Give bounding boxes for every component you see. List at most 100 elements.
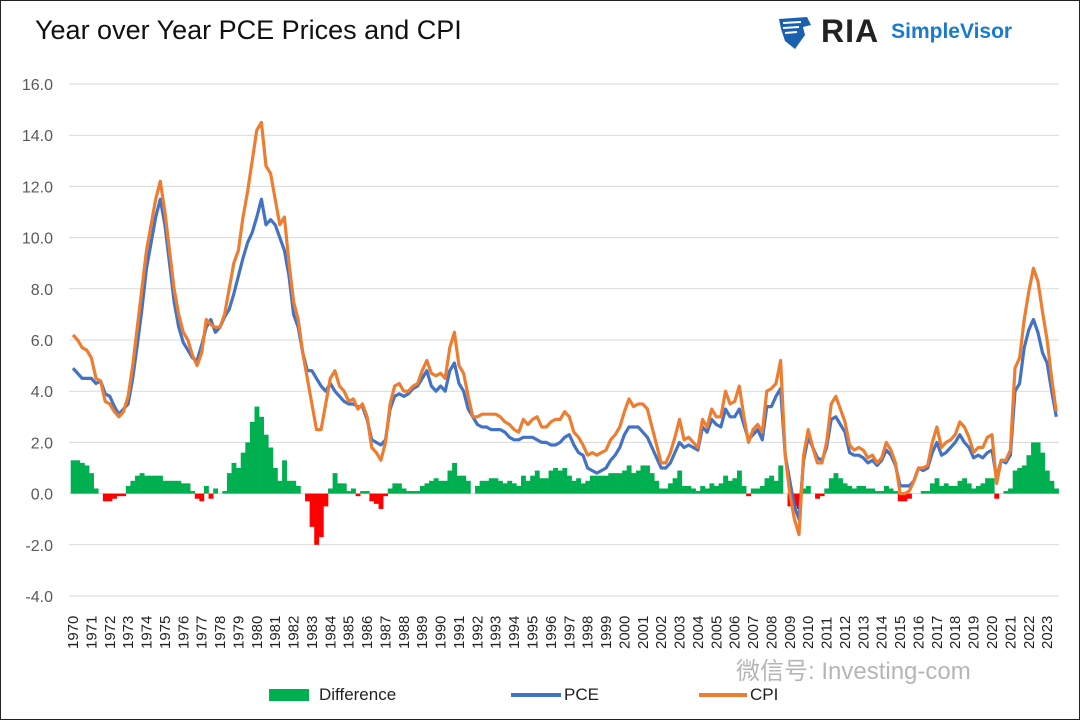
x-tick-label: 1973 bbox=[120, 616, 137, 649]
difference-bar bbox=[966, 483, 972, 494]
difference-bar bbox=[649, 473, 655, 494]
difference-bar bbox=[180, 483, 186, 494]
difference-bar bbox=[879, 491, 885, 494]
difference-bar bbox=[208, 493, 214, 499]
difference-bar bbox=[980, 483, 986, 494]
difference-bar bbox=[658, 488, 664, 494]
difference-bar bbox=[378, 493, 384, 509]
watermark: 微信号: Investing-com bbox=[736, 658, 971, 685]
difference-bar bbox=[79, 462, 85, 494]
difference-bar bbox=[861, 485, 866, 494]
difference-bar bbox=[847, 485, 853, 494]
difference-bar bbox=[277, 480, 283, 494]
difference-bar bbox=[498, 480, 503, 494]
difference-bar bbox=[236, 468, 242, 494]
difference-bar bbox=[755, 488, 761, 494]
difference-bar bbox=[1049, 480, 1055, 494]
difference-bar bbox=[709, 483, 715, 494]
difference-bar bbox=[888, 488, 894, 494]
difference-bar bbox=[718, 483, 724, 494]
difference-bar bbox=[291, 480, 297, 494]
difference-bar bbox=[691, 488, 696, 494]
difference-bar bbox=[190, 491, 196, 494]
difference-bar bbox=[465, 480, 471, 494]
difference-bar bbox=[920, 491, 926, 494]
difference-bar bbox=[828, 478, 834, 494]
difference-bar bbox=[906, 493, 912, 499]
difference-bar bbox=[429, 480, 435, 494]
x-tick-label: 1977 bbox=[194, 616, 211, 649]
difference-bar bbox=[139, 473, 145, 494]
difference-bar bbox=[346, 491, 352, 494]
difference-bar bbox=[589, 475, 595, 494]
x-tick-label: 2021 bbox=[1002, 616, 1019, 649]
difference-bar bbox=[1054, 488, 1059, 494]
x-tick-label: 1984 bbox=[322, 616, 339, 649]
y-tick-label: -4.0 bbox=[25, 589, 53, 606]
x-tick-label: 2008 bbox=[763, 616, 780, 649]
difference-bar bbox=[750, 488, 756, 494]
difference-bar bbox=[318, 493, 324, 538]
difference-bar bbox=[612, 473, 618, 494]
difference-bar bbox=[268, 447, 274, 494]
difference-bar bbox=[1012, 470, 1018, 494]
difference-bar bbox=[1031, 442, 1036, 494]
difference-bar bbox=[521, 475, 526, 494]
difference-bar bbox=[622, 470, 627, 494]
x-tick-label: 2013 bbox=[855, 616, 872, 649]
eagle-icon bbox=[779, 16, 811, 49]
x-tick-label: 2017 bbox=[929, 616, 946, 649]
difference-bar bbox=[957, 480, 963, 494]
logo-simplevisor: SimpleVisor bbox=[891, 19, 1013, 43]
difference-bar bbox=[245, 442, 251, 494]
difference-bar bbox=[838, 478, 843, 494]
y-tick-label: 4.0 bbox=[31, 384, 53, 401]
y-tick-label: 14.0 bbox=[22, 128, 53, 145]
x-tick-label: 2018 bbox=[947, 616, 964, 649]
difference-bar bbox=[585, 480, 591, 494]
difference-bar bbox=[387, 488, 393, 494]
difference-bar bbox=[75, 460, 81, 494]
y-tick-label: 16.0 bbox=[22, 77, 53, 94]
legend-difference: Difference bbox=[269, 685, 396, 705]
difference-bar bbox=[383, 493, 389, 497]
x-tick-label: 2004 bbox=[690, 616, 707, 649]
difference-bar bbox=[309, 493, 315, 527]
x-tick-label: 1970 bbox=[65, 616, 82, 649]
x-tick-label: 1991 bbox=[451, 616, 468, 649]
difference-bar bbox=[488, 478, 494, 494]
difference-bar bbox=[764, 478, 770, 494]
difference-bar bbox=[851, 488, 857, 494]
difference-bar bbox=[617, 473, 623, 494]
difference-bar bbox=[677, 470, 683, 494]
difference-bar bbox=[461, 475, 467, 494]
difference-bar bbox=[952, 485, 958, 494]
difference-bar bbox=[603, 475, 609, 494]
difference-bar bbox=[599, 475, 605, 494]
difference-bar bbox=[994, 493, 1000, 499]
difference-bar bbox=[314, 493, 320, 545]
x-tick-label: 2015 bbox=[892, 616, 909, 649]
difference-bar bbox=[723, 475, 729, 494]
y-tick-label: 8.0 bbox=[31, 282, 53, 299]
difference-bar bbox=[272, 468, 278, 494]
difference-bar bbox=[704, 488, 710, 494]
difference-bar bbox=[1044, 470, 1050, 494]
difference-bar bbox=[185, 483, 191, 494]
difference-bar bbox=[259, 416, 264, 494]
difference-bar bbox=[668, 483, 673, 494]
difference-bar bbox=[654, 480, 660, 494]
difference-bar bbox=[171, 480, 177, 494]
difference-bar bbox=[893, 491, 899, 494]
y-tick-label: 10.0 bbox=[22, 231, 53, 248]
difference-bar bbox=[525, 480, 531, 494]
x-tick-label: 1980 bbox=[249, 616, 266, 649]
x-tick-label: 2010 bbox=[800, 616, 817, 649]
difference-bar bbox=[884, 485, 889, 494]
x-tick-label: 2020 bbox=[984, 616, 1001, 649]
difference-bar bbox=[640, 465, 646, 494]
difference-bar bbox=[819, 493, 825, 497]
difference-bar bbox=[939, 485, 945, 494]
difference-bar bbox=[424, 483, 430, 494]
